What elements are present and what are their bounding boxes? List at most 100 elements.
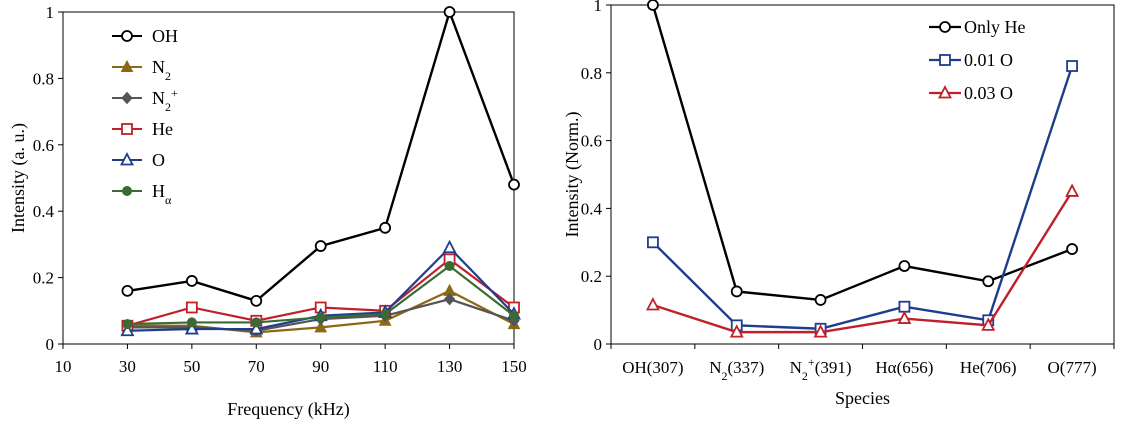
- left-legend-item: OH: [112, 26, 178, 46]
- right-xtick-label-part: N: [790, 358, 802, 377]
- left-xtick-label: 130: [437, 357, 463, 376]
- left-ytick-label: 0.2: [33, 269, 54, 288]
- left-legend-item: N2+: [112, 86, 178, 114]
- left-y-axis-title: Intensity (a. u.): [8, 123, 29, 233]
- right-xtick-label-part: Hα(656): [875, 358, 933, 377]
- right-series-0: [647, 0, 1078, 306]
- right-xtick-label-part: OH(307): [622, 358, 683, 377]
- left-series-0: [121, 6, 520, 307]
- right-legend-label: 0.03 O: [964, 83, 1013, 103]
- right-series-line: [652, 65, 1074, 330]
- left-data-point: [186, 317, 197, 328]
- right-legend-item: 0.01 O: [929, 50, 1013, 70]
- right-data-point: [813, 324, 828, 338]
- right-data-point: [981, 317, 996, 331]
- left-legend-item: He: [112, 119, 173, 139]
- left-data-point: [120, 322, 135, 337]
- right-plot-frame: [610, 4, 1115, 345]
- right-xtick-label-part: (337): [727, 358, 764, 377]
- right-xtick-label-part: He(706): [960, 358, 1017, 377]
- right-legend-item: 0.03 O: [929, 83, 1013, 103]
- right-ytick-label: 1: [594, 0, 603, 15]
- right-series-2: [645, 183, 1080, 338]
- left-xtick-label: 110: [373, 357, 398, 376]
- left-xtick-label: 150: [501, 357, 527, 376]
- left-legend-marker: [120, 152, 134, 166]
- left-data-point: [379, 221, 392, 234]
- left-legend-label: He: [152, 119, 173, 139]
- left-legend-marker: [121, 30, 133, 42]
- left-series-5: [122, 260, 519, 330]
- right-data-point: [982, 275, 995, 288]
- right-xtick-label: N2+(391): [790, 355, 852, 383]
- left-data-point: [442, 239, 457, 254]
- left-xtick-label: 90: [312, 357, 329, 376]
- left-legend-label: O: [152, 150, 165, 170]
- left-legend-marker: [121, 91, 133, 105]
- right-legend: Only He 0.01 O 0.03 O: [929, 17, 1026, 103]
- right-data-point: [729, 324, 744, 338]
- left-data-point: [314, 240, 327, 252]
- left-data-point: [184, 321, 199, 335]
- left-ytick-label: 0.4: [33, 202, 55, 221]
- left-data-point: [443, 6, 456, 18]
- left-data-point: [185, 275, 198, 287]
- right-data-point: [1066, 60, 1078, 72]
- right-xtick-label-part: O(777): [1048, 358, 1097, 377]
- left-data-point: [444, 260, 455, 271]
- left-data-point: [250, 294, 263, 307]
- right-ytick-label: 0.6: [581, 132, 602, 151]
- left-legend-item: Hα: [112, 181, 172, 207]
- right-xtick-label-part: +: [808, 355, 815, 369]
- left-legend-label-part: OH: [152, 26, 178, 46]
- right-ytick-label: 0.2: [581, 267, 602, 286]
- right-data-point: [898, 260, 911, 272]
- left-series-line: [127, 8, 516, 303]
- left-data-point: [508, 178, 520, 191]
- right-xtick-label-part: (391): [815, 358, 852, 377]
- left-data-point: [251, 317, 262, 328]
- left-legend-label-part: 2: [165, 100, 171, 114]
- left-data-point: [509, 310, 519, 321]
- left-data-point: [185, 301, 198, 314]
- right-ytick-label: 0.8: [581, 64, 602, 83]
- right-x-axis-title: Species: [835, 388, 890, 408]
- left-legend-label-part: N: [152, 88, 165, 108]
- right-data-point: [814, 294, 827, 306]
- left-ytick-label: 0: [46, 335, 55, 354]
- left-legend-marker: [121, 123, 133, 135]
- right-legend-item: Only He: [929, 17, 1026, 37]
- left-legend-item: O: [112, 150, 165, 170]
- left-legend-label: N2+: [152, 86, 178, 114]
- left-data-point: [443, 292, 456, 306]
- right-xtick-label-part: N: [709, 358, 721, 377]
- right-data-point: [1066, 243, 1078, 255]
- left-legend-label-part: H: [152, 181, 165, 201]
- left-data-point: [121, 284, 134, 297]
- left-legend-label: Hα: [152, 181, 172, 207]
- left-plot-frame: [62, 11, 515, 345]
- left-legend-label: N2: [152, 57, 171, 83]
- left-x-axis-title: Frequency (kHz): [227, 399, 349, 420]
- right-legend-marker: [938, 85, 952, 99]
- left-legend-label-part: 2: [165, 69, 171, 83]
- left-legend-label-part: He: [152, 119, 173, 139]
- right-ytick-label: 0.4: [581, 199, 603, 218]
- left-xtick-label: 30: [119, 357, 136, 376]
- left-legend-label: OH: [152, 26, 178, 46]
- left-data-point: [315, 312, 326, 323]
- right-data-point: [647, 0, 659, 11]
- right-data-point: [897, 310, 912, 324]
- left-legend-marker: [122, 186, 132, 196]
- left-ytick-label: 0.6: [33, 136, 54, 155]
- right-xtick-label: He(706): [960, 358, 1017, 377]
- right-data-point: [898, 300, 911, 313]
- right-legend-marker: [939, 54, 951, 66]
- right-y-axis-title: Intensity (Norm.): [562, 112, 583, 238]
- left-legend-label-part: N: [152, 57, 165, 77]
- left-legend-label-part: +: [171, 86, 178, 100]
- right-xtick-label: O(777): [1048, 358, 1097, 377]
